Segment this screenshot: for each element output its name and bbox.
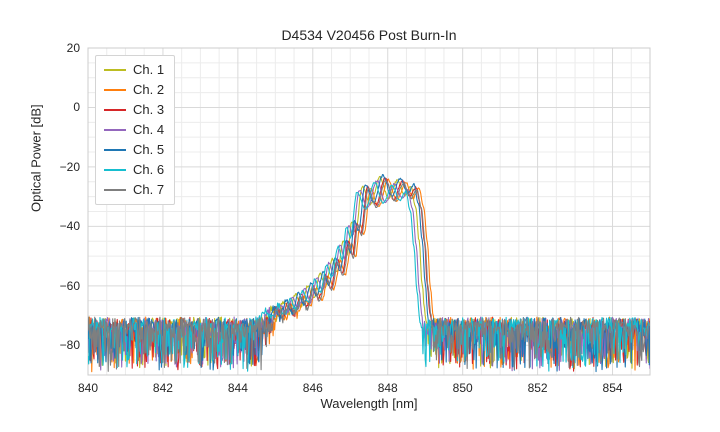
y-tick-label: −80	[59, 338, 80, 353]
legend: Ch. 1 Ch. 2 Ch. 3 Ch. 4 Ch. 5 Ch. 6 Ch. 7	[95, 55, 176, 205]
legend-line-swatch	[104, 149, 126, 151]
legend-item-label: Ch. 5	[133, 142, 165, 157]
legend-item-label: Ch. 4	[133, 122, 165, 137]
x-tick-label: 850	[452, 381, 473, 395]
legend-item-label: Ch. 1	[133, 62, 165, 77]
y-tick-label: 20	[66, 41, 80, 55]
x-axis-label: Wavelength [nm]	[320, 396, 418, 411]
legend-item: Ch. 5	[104, 140, 164, 160]
legend-line-swatch	[104, 69, 126, 71]
chart-title: D4534 V20456 Post Burn-In	[281, 27, 457, 43]
legend-line-swatch	[104, 169, 126, 171]
legend-item-label: Ch. 6	[133, 162, 165, 177]
x-tick-label: 846	[302, 381, 323, 395]
y-tick-label: −40	[59, 219, 80, 234]
x-tick-label: 848	[377, 381, 398, 395]
legend-item: Ch. 4	[104, 120, 164, 140]
legend-item: Ch. 1	[104, 60, 164, 80]
legend-item: Ch. 6	[104, 160, 164, 180]
legend-line-swatch	[104, 189, 126, 191]
x-tick-label: 842	[152, 381, 173, 395]
legend-line-swatch	[104, 109, 126, 111]
x-tick-label: 844	[227, 381, 248, 395]
legend-item: Ch. 3	[104, 100, 164, 120]
legend-item-label: Ch. 3	[133, 102, 165, 117]
legend-item: Ch. 2	[104, 80, 164, 100]
legend-line-swatch	[104, 89, 126, 91]
y-tick-label: −60	[59, 278, 80, 293]
legend-item-label: Ch. 2	[133, 82, 165, 97]
legend-item: Ch. 7	[104, 180, 164, 200]
legend-line-swatch	[104, 129, 126, 131]
x-tick-label: 852	[527, 381, 548, 395]
legend-item-label: Ch. 7	[133, 182, 165, 197]
x-tick-label: 854	[602, 381, 623, 395]
x-tick-label: 840	[77, 381, 99, 395]
y-tick-label: −20	[59, 159, 80, 174]
y-tick-label: 0	[73, 100, 80, 115]
